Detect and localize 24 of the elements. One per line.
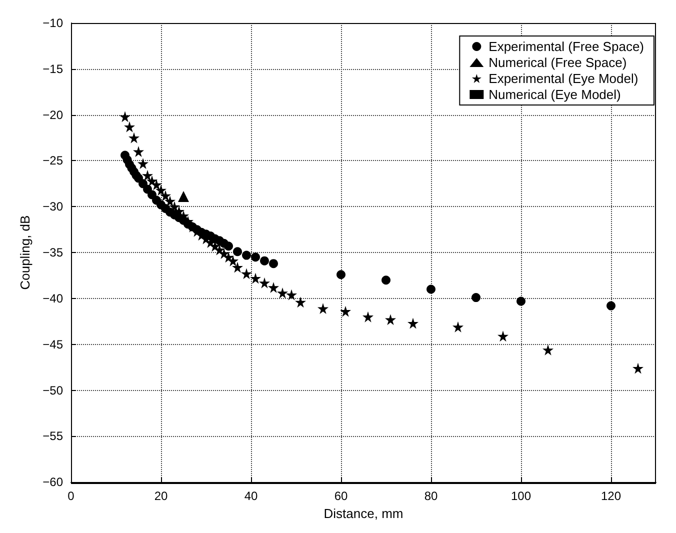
y-tick-label: −20 (42, 108, 64, 122)
y-tick-label: −25 (42, 154, 64, 168)
x-tick-label: 40 (244, 489, 258, 504)
x-tick-label: 0 (68, 489, 75, 504)
y-tick-label: −50 (42, 383, 64, 398)
x-tick-label: 60 (334, 489, 348, 504)
x-tick-label: 120 (600, 489, 622, 504)
x-tick-label: 80 (424, 489, 438, 504)
y-tick-label: −30 (42, 200, 64, 214)
y-tick-label: −10 (42, 16, 64, 30)
y-tick-label: −40 (42, 291, 64, 306)
legend-label: Numerical (Eye Model) (488, 87, 621, 102)
y-tick-label: −45 (42, 337, 64, 352)
y-tick-label: −35 (42, 246, 64, 260)
y-axis-title: Coupling, dB (18, 215, 33, 290)
y-tick-label: −55 (42, 429, 64, 444)
y-tick-label: −60 (42, 475, 64, 490)
legend-label: Experimental (Free Space) (488, 39, 644, 54)
legend-label: Experimental (Eye Model) (488, 71, 638, 86)
legend-label: Numerical (Free Space) (488, 55, 627, 70)
x-tick-label: 20 (154, 489, 168, 504)
y-tick-label: −15 (42, 62, 64, 76)
x-tick-label: 100 (510, 489, 532, 504)
x-axis-title: Distance, mm (324, 506, 404, 521)
